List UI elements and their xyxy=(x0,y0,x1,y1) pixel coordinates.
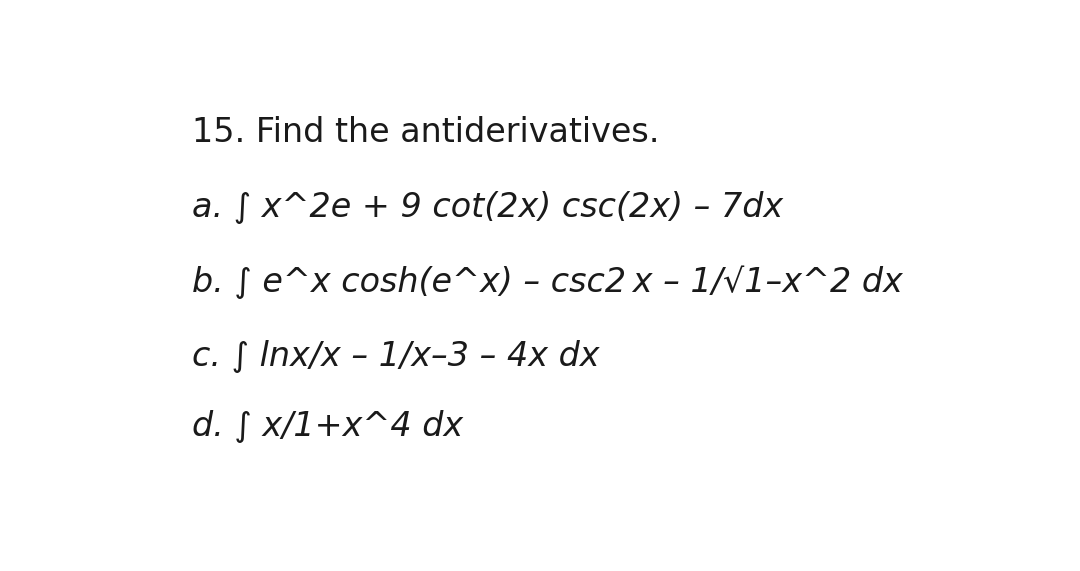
Text: d. ∫ x/1+x^4 dx: d. ∫ x/1+x^4 dx xyxy=(192,411,463,443)
Text: 15. Find the antiderivatives.: 15. Find the antiderivatives. xyxy=(192,116,660,149)
Text: c. ∫ lnx/x – 1/x–3 – 4x dx: c. ∫ lnx/x – 1/x–3 – 4x dx xyxy=(192,340,599,373)
Text: b. ∫ e^x cosh(e^x) – csc2 x – 1/√1–x^2 dx: b. ∫ e^x cosh(e^x) – csc2 x – 1/√1–x^2 d… xyxy=(192,265,903,299)
Text: a. ∫ x^2e + 9 cot(2x) csc(2x) – 7dx: a. ∫ x^2e + 9 cot(2x) csc(2x) – 7dx xyxy=(192,191,783,223)
